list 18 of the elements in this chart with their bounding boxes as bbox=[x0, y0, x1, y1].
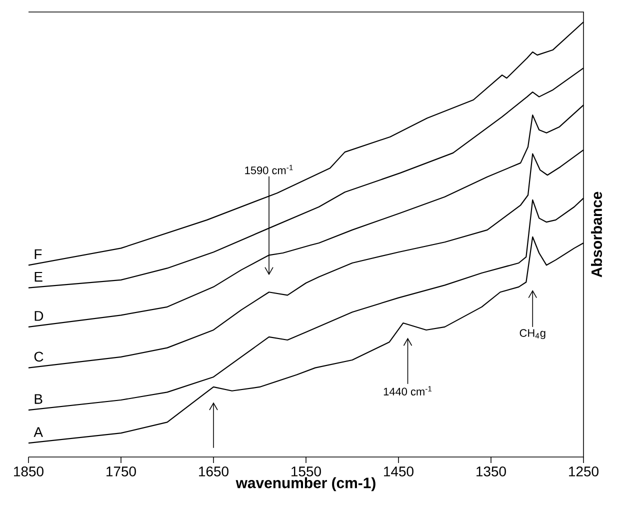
series-label: F bbox=[34, 249, 42, 259]
series-label: D bbox=[34, 311, 44, 321]
series-label: A bbox=[34, 427, 43, 437]
annotation: CH$_{4}$g bbox=[520, 329, 546, 340]
x-tick-label: 1750 bbox=[106, 466, 136, 476]
annotation: 1590 cm$^{-1}$ bbox=[245, 164, 293, 174]
x-axis-title: wavenumber (cm-1) bbox=[236, 477, 376, 492]
x-tick-label: 1250 bbox=[569, 466, 598, 476]
annotation: 1440 cm$^{-1}$ bbox=[384, 386, 432, 396]
x-tick-label: 1450 bbox=[384, 466, 414, 476]
y-axis-title: Absorbance bbox=[591, 192, 602, 278]
series-label: E bbox=[34, 272, 42, 282]
x-tick-label: 1650 bbox=[199, 466, 228, 476]
x-tick-label: 1550 bbox=[292, 466, 321, 476]
series-label: B bbox=[34, 394, 42, 404]
series-label: C bbox=[34, 352, 44, 362]
x-tick-label: 1850 bbox=[14, 466, 44, 476]
x-tick-label: 1350 bbox=[476, 466, 506, 476]
